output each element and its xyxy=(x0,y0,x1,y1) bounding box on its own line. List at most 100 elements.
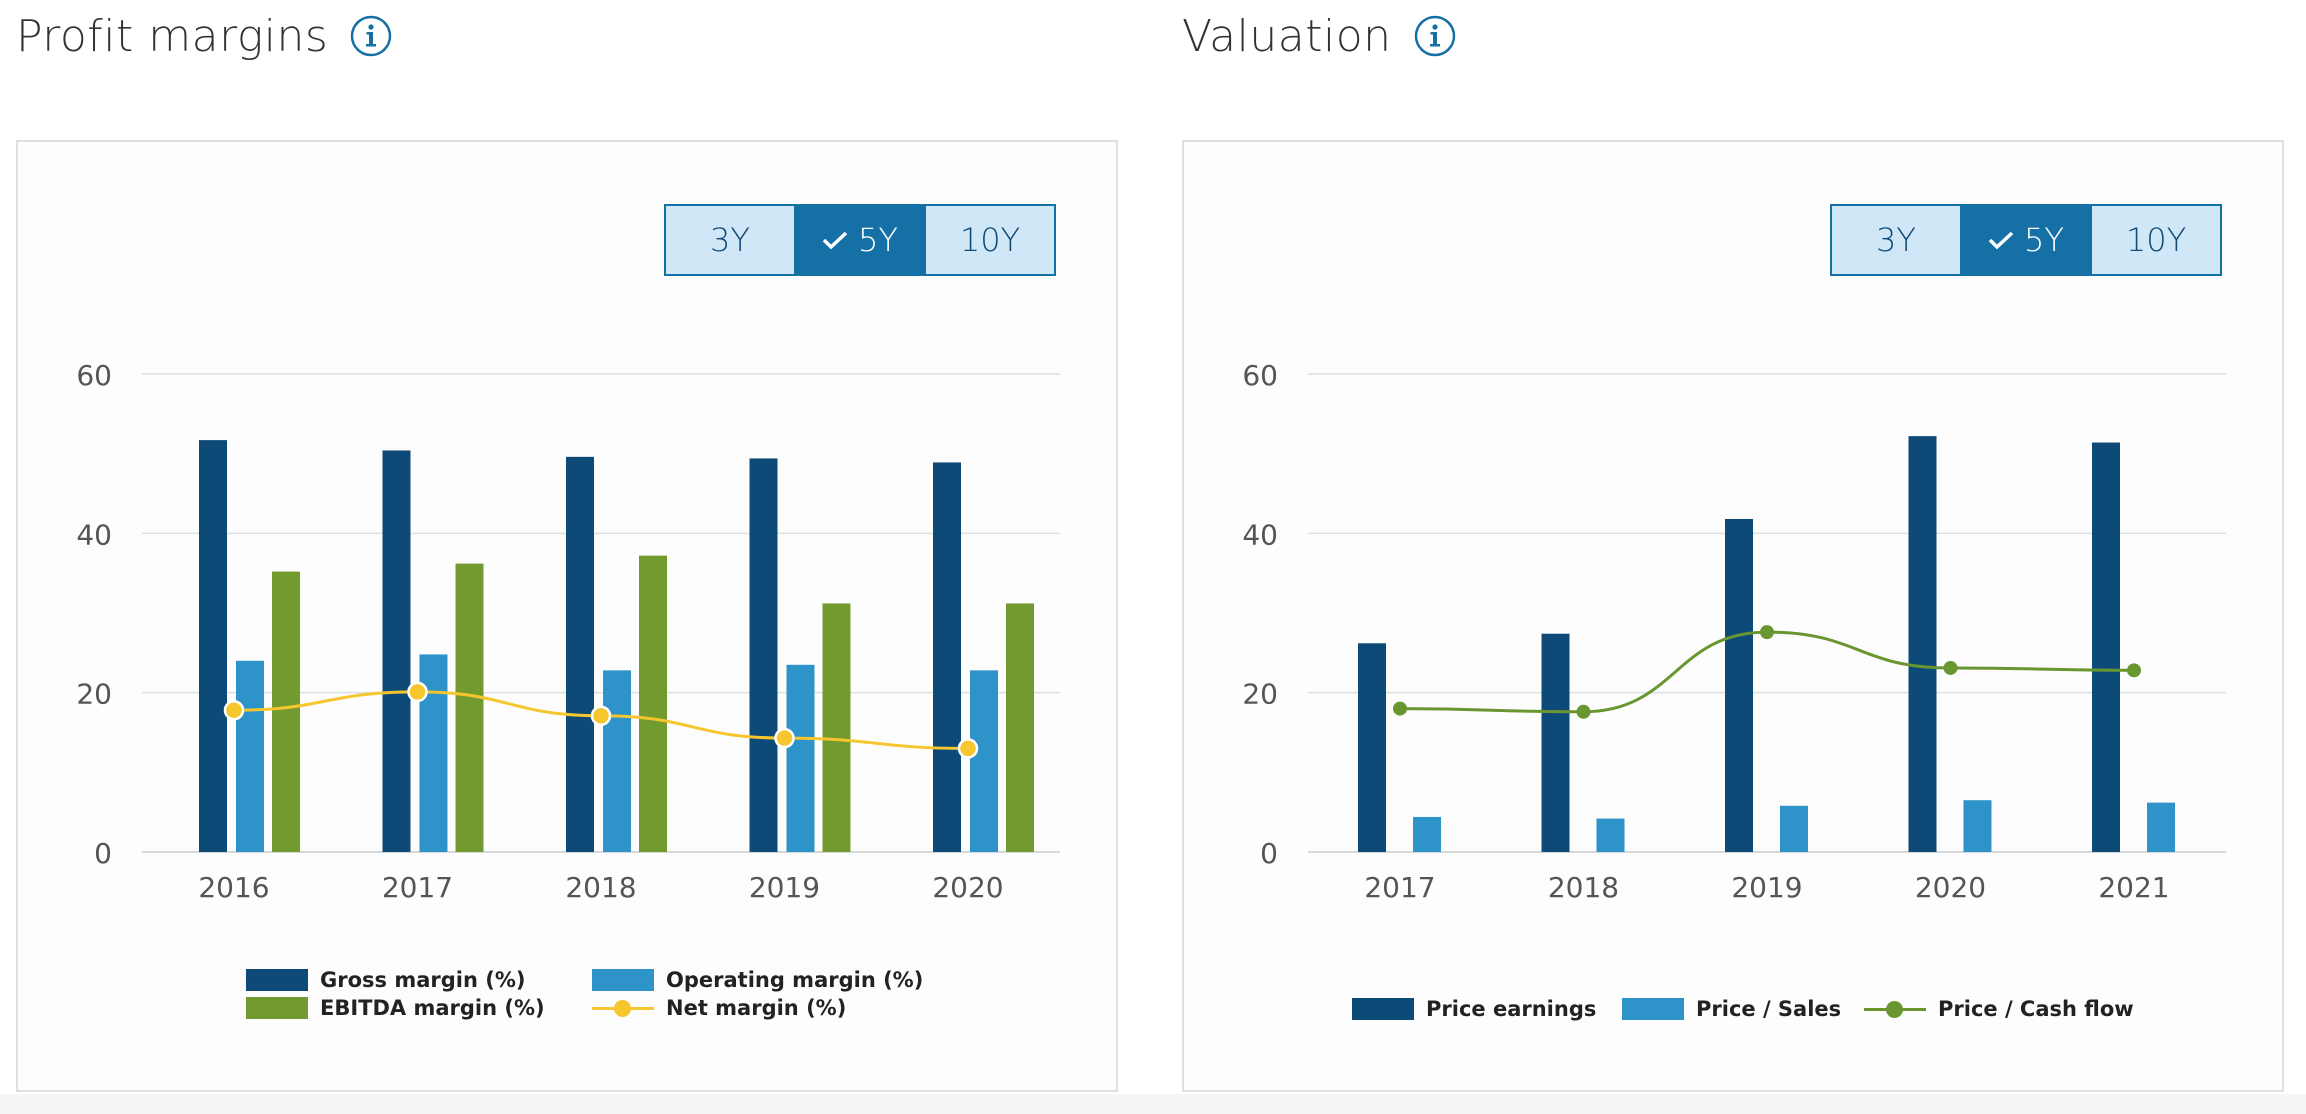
y-tick-label: 60 xyxy=(1242,359,1278,392)
bar-price-earnings-2017 xyxy=(1358,643,1386,852)
bar-price-earnings-2021 xyxy=(2092,442,2120,852)
bar-gross-margin-2020 xyxy=(933,462,961,852)
valuation-title: Valuation xyxy=(1182,10,1392,62)
legend-swatch xyxy=(1352,998,1414,1020)
period-3y-button[interactable]: 3Y xyxy=(1832,206,1960,274)
valuation-heading: Valuation xyxy=(1182,6,1456,66)
period-5y-button[interactable]: 5Y xyxy=(1960,206,2090,274)
info-icon[interactable] xyxy=(1414,15,1456,57)
period-3y-button[interactable]: 3Y xyxy=(666,206,794,274)
legend-swatch xyxy=(246,969,308,991)
legend-swatch xyxy=(246,997,308,1019)
period-5y-label: 5Y xyxy=(858,221,898,259)
period-3y-label: 3Y xyxy=(710,221,750,259)
y-tick-label: 40 xyxy=(76,518,112,551)
bar-operating-margin-2019 xyxy=(786,664,815,852)
period-toggle: 3Y 5Y 10Y xyxy=(1830,204,2222,276)
legend-label: Gross margin (%) xyxy=(320,968,526,992)
point-price-cash-flow-2020 xyxy=(1943,660,1958,675)
bar-price-sales-2017 xyxy=(1413,816,1441,852)
profit-margins-chart: 0 20 40 60 2016 2017 2018 2019 2020 xyxy=(76,359,1060,904)
info-icon[interactable] xyxy=(350,15,392,57)
x-tick-label: 2020 xyxy=(932,871,1003,904)
bar-gross-margin-2017 xyxy=(382,450,411,852)
point-net-margin-2018 xyxy=(590,705,612,727)
checkmark-icon xyxy=(1988,231,2014,250)
period-3y-label: 3Y xyxy=(1876,221,1916,259)
legend-operating-margin[interactable]: Operating margin (%) xyxy=(592,968,923,992)
legend-label: Price / Cash flow xyxy=(1938,997,2134,1021)
profit-margins-card: 3Y 5Y 10Y 0 20 40 60 2016 2017 2018 2019 2020 Gr… xyxy=(16,140,1118,1092)
line-price-cash-flow xyxy=(1399,630,2135,714)
y-tick-label: 0 xyxy=(94,837,112,870)
legend-swatch xyxy=(592,997,654,1019)
legend-ebitda-margin[interactable]: EBITDA margin (%) xyxy=(246,996,545,1020)
point-net-margin-2020 xyxy=(957,738,979,759)
period-5y-button[interactable]: 5Y xyxy=(794,206,924,274)
point-price-cash-flow-2018 xyxy=(1576,704,1591,719)
profit-margins-heading: Profit margins xyxy=(16,6,392,66)
point-price-cash-flow-2021 xyxy=(2127,663,2141,678)
x-tick-label: 2019 xyxy=(1731,871,1802,904)
legend-gross-margin[interactable]: Gross margin (%) xyxy=(246,968,525,992)
bar-price-sales-2018 xyxy=(1596,818,1625,852)
point-price-cash-flow-2017 xyxy=(1393,701,1407,716)
point-net-margin-2019 xyxy=(774,727,795,749)
period-toggle: 3Y 5Y 10Y xyxy=(664,204,1056,276)
bar-ebitda-margin-2020 xyxy=(1006,603,1034,852)
bar-ebitda-margin-2019 xyxy=(822,603,851,852)
legend-swatch xyxy=(1622,998,1684,1020)
legend-net-margin[interactable]: Net margin (%) xyxy=(592,996,846,1020)
x-tick-label: 2017 xyxy=(382,871,453,904)
bar-gross-margin-2016 xyxy=(199,440,227,852)
point-price-cash-flow-2019 xyxy=(1760,625,1774,640)
bar-operating-margin-2016 xyxy=(236,660,264,852)
y-tick-label: 0 xyxy=(1260,837,1278,870)
checkmark-icon xyxy=(822,231,848,250)
bar-price-sales-2021 xyxy=(2147,802,2175,852)
x-tick-label: 2017 xyxy=(1364,871,1435,904)
legend-label: Price / Sales xyxy=(1696,997,1842,1021)
profit-margins-panel: Profit margins 3Y 5Y 10Y 0 20 40 60 2016 201 xyxy=(0,0,1120,1114)
bar-price-earnings-2020 xyxy=(1908,436,1937,852)
bar-price-sales-2020 xyxy=(1963,800,1992,852)
bar-operating-margin-2018 xyxy=(603,670,631,852)
legend-price-sales[interactable]: Price / Sales xyxy=(1622,997,1841,1021)
period-10y-label: 10Y xyxy=(959,221,1021,259)
legend-label: Operating margin (%) xyxy=(666,968,924,992)
legend-price-cash-flow[interactable]: Price / Cash flow xyxy=(1864,997,2134,1021)
period-10y-button[interactable]: 10Y xyxy=(924,206,1054,274)
bar-price-earnings-2018 xyxy=(1541,633,1570,852)
bar-gross-margin-2018 xyxy=(566,456,594,852)
valuation-chart: 0 20 40 60 2017 2018 2019 2020 2021 xyxy=(1242,359,2226,904)
page-footer-strip xyxy=(0,1094,2306,1114)
profit-margins-title: Profit margins xyxy=(16,10,329,62)
y-tick-label: 60 xyxy=(76,359,112,392)
x-tick-label: 2018 xyxy=(1548,871,1619,904)
y-tick-label: 20 xyxy=(76,678,112,711)
bar-ebitda-margin-2017 xyxy=(455,563,484,852)
x-tick-label: 2016 xyxy=(198,871,269,904)
y-tick-label: 20 xyxy=(1242,678,1278,711)
valuation-panel: Valuation 3Y 5Y 10Y 0 20 40 60 2017 2018 2019 xyxy=(1166,0,2286,1114)
point-net-margin-2016 xyxy=(223,699,245,721)
legend-swatch xyxy=(1864,998,1926,1020)
bar-price-earnings-2019 xyxy=(1725,518,1753,852)
x-tick-label: 2021 xyxy=(2098,871,2169,904)
period-5y-label: 5Y xyxy=(2024,221,2064,259)
legend-price-earnings[interactable]: Price earnings xyxy=(1352,997,1596,1021)
legend-label: Net margin (%) xyxy=(666,996,847,1020)
legend-label: EBITDA margin (%) xyxy=(320,996,545,1020)
period-10y-label: 10Y xyxy=(2125,221,2187,259)
bar-price-sales-2019 xyxy=(1780,805,1808,852)
period-10y-button[interactable]: 10Y xyxy=(2090,206,2220,274)
x-tick-label: 2019 xyxy=(749,871,820,904)
valuation-card: 3Y 5Y 10Y 0 20 40 60 2017 2018 2019 2020 2021 Pr… xyxy=(1182,140,2284,1092)
x-tick-label: 2020 xyxy=(1915,871,1986,904)
legend-label: Price earnings xyxy=(1426,997,1597,1021)
bar-ebitda-margin-2016 xyxy=(272,571,300,852)
x-tick-label: 2018 xyxy=(565,871,636,904)
point-net-margin-2017 xyxy=(407,681,428,703)
bar-gross-margin-2019 xyxy=(749,458,778,852)
bar-ebitda-margin-2018 xyxy=(639,555,667,852)
